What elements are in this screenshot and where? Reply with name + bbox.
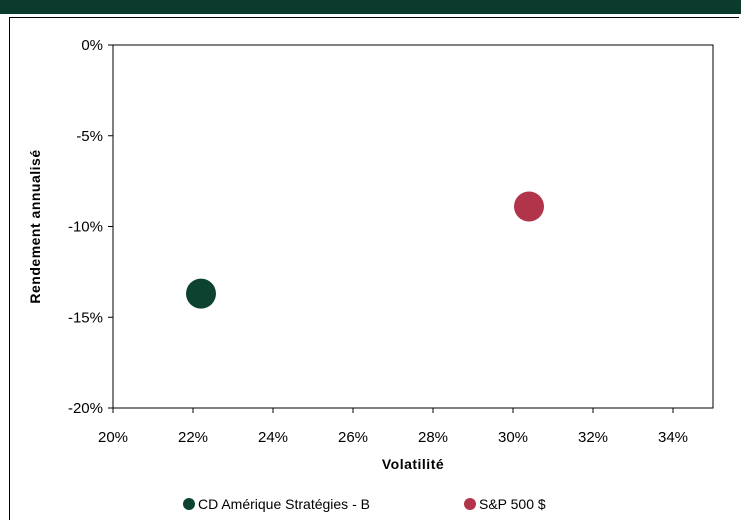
legend-marker (183, 498, 195, 510)
y-axis: 0% -5% -10% -15% -20% (68, 37, 113, 417)
y-tick-label: -10% (68, 219, 103, 236)
x-tick-label: 32% (578, 429, 608, 446)
data-point (186, 278, 216, 309)
x-tick-label: 24% (258, 429, 288, 446)
plot-area (112, 44, 714, 409)
y-tick-label: -20% (68, 400, 103, 417)
legend-label: CD Amérique Stratégies - B (198, 496, 370, 512)
x-tick-label: 30% (498, 429, 528, 446)
y-tick-label: -15% (68, 309, 103, 326)
chart-frame (9, 17, 739, 520)
legend-marker (464, 498, 476, 510)
x-tick-label: 28% (418, 429, 448, 446)
legend: CD Amérique Stratégies - B S&P 500 $ (183, 496, 546, 512)
y-tick-label: -5% (76, 128, 103, 145)
y-tick-label: 0% (81, 37, 103, 54)
x-tick-label: 22% (178, 429, 208, 446)
x-tick-label: 26% (338, 429, 368, 446)
x-tick-label: 34% (658, 429, 688, 446)
data-points (186, 191, 544, 309)
legend-label: S&P 500 $ (479, 496, 546, 512)
x-axis-title: Volatilité (382, 456, 444, 472)
y-axis-title: Rendement annualisé (27, 149, 43, 303)
x-axis: 20% 22% 24% 26% 28% 30% 32% 34% (98, 408, 688, 446)
data-point (514, 191, 544, 222)
x-tick-label: 20% (98, 429, 128, 446)
header-bar (0, 0, 741, 14)
